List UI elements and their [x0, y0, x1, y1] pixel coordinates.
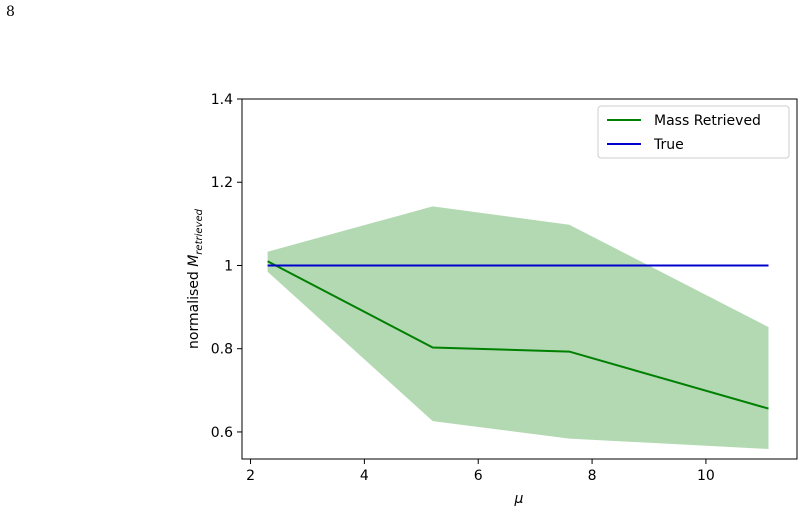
legend: Mass Retrieved True [597, 105, 790, 159]
y-axis-label-symbol: M [186, 255, 202, 267]
x-tick-label: 2 [246, 468, 255, 484]
x-tick-label: 4 [360, 468, 369, 484]
band-mass-retrieved [267, 206, 769, 449]
y-tick-label: 0.6 [211, 425, 233, 441]
x-axis-label: μ [514, 491, 524, 507]
series-line-mass-retrieved [267, 260, 769, 410]
y-axis-label-subscript: retrieved [194, 208, 205, 254]
x-tick-label: 10 [697, 468, 715, 484]
legend-label-true: True [653, 137, 684, 153]
y-tick-label: 1.2 [211, 175, 233, 191]
x-tick-label: 6 [474, 468, 483, 484]
legend-label-mass-retrieved: Mass Retrieved [654, 113, 761, 129]
legend-box [597, 105, 790, 159]
x-tick-label: 8 [588, 468, 597, 484]
y-tick-label: 1.4 [211, 92, 233, 108]
plot-frame [241, 98, 798, 460]
y-axis-label-prefix: normalised [186, 267, 202, 349]
y-tick-label: 0.8 [211, 342, 233, 358]
y-tick-label: 1 [224, 258, 233, 274]
page-number: 8 [6, 4, 15, 20]
y-axis-label: normalised Mretrieved [186, 208, 205, 349]
